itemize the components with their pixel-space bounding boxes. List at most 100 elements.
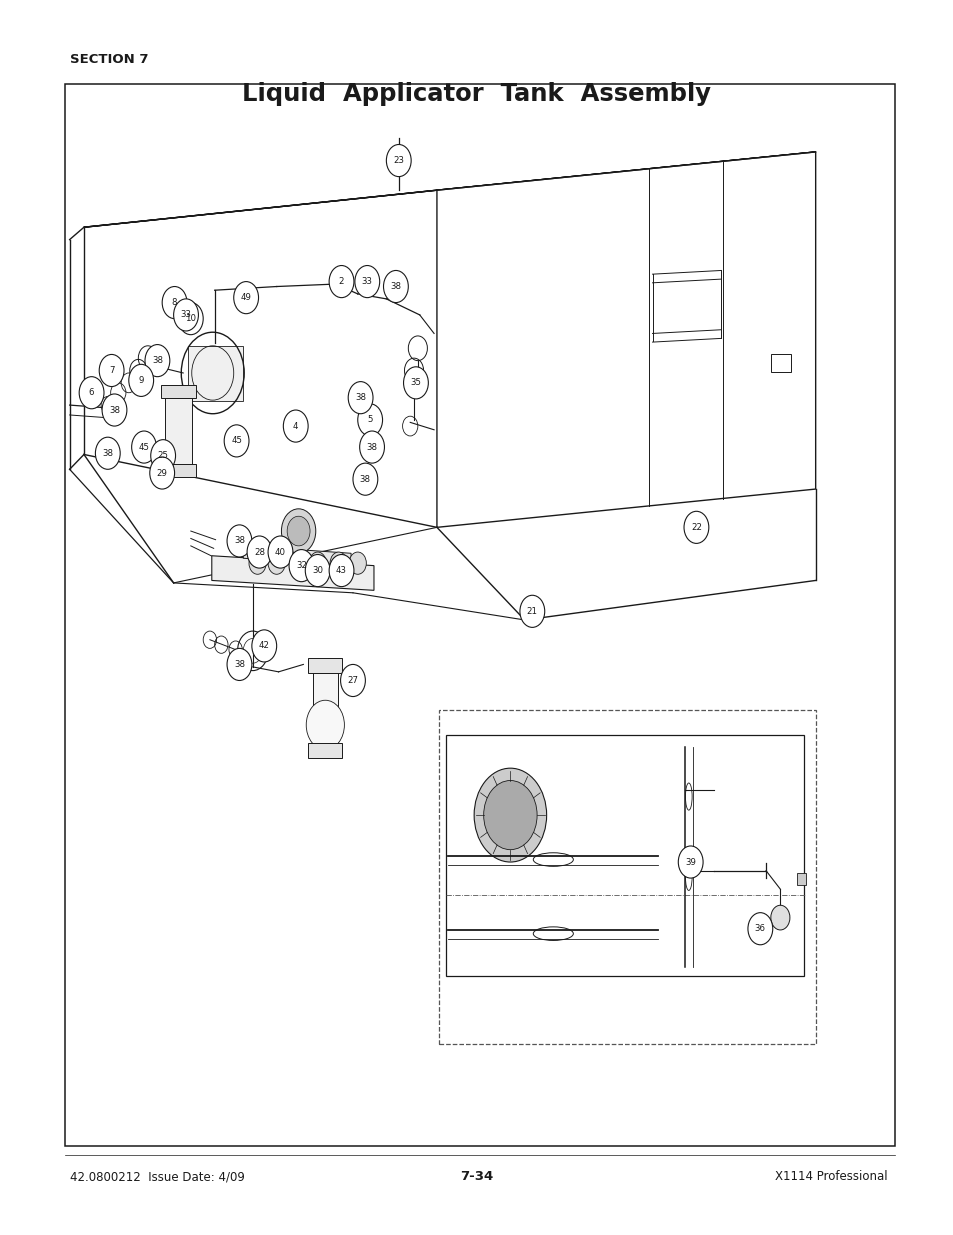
- Text: 6: 6: [89, 388, 94, 398]
- Text: 38: 38: [390, 282, 401, 291]
- Text: 39: 39: [684, 857, 696, 867]
- Text: 42-0800400: 42-0800400: [755, 1026, 809, 1035]
- Text: 8: 8: [172, 298, 177, 308]
- Text: 7: 7: [109, 366, 114, 375]
- Circle shape: [306, 700, 344, 750]
- Circle shape: [474, 768, 546, 862]
- Circle shape: [173, 299, 198, 331]
- Text: 23: 23: [393, 156, 404, 165]
- Circle shape: [359, 431, 384, 463]
- Circle shape: [252, 630, 276, 662]
- Text: 5: 5: [367, 415, 373, 425]
- Circle shape: [330, 552, 347, 574]
- Circle shape: [357, 404, 382, 436]
- Bar: [308, 658, 342, 673]
- Text: 33: 33: [361, 277, 373, 287]
- Text: 49: 49: [240, 293, 252, 303]
- Text: 38: 38: [152, 356, 163, 366]
- Circle shape: [309, 552, 326, 574]
- Circle shape: [268, 536, 293, 568]
- Text: 4: 4: [293, 421, 298, 431]
- Text: 42: 42: [258, 641, 270, 651]
- Circle shape: [132, 431, 156, 463]
- Text: 42.0800212  Issue Date: 4/09: 42.0800212 Issue Date: 4/09: [70, 1171, 244, 1183]
- Text: 32: 32: [295, 561, 307, 571]
- Circle shape: [348, 382, 373, 414]
- Circle shape: [151, 440, 175, 472]
- Text: 45: 45: [138, 442, 150, 452]
- Circle shape: [383, 270, 408, 303]
- Text: 9: 9: [138, 375, 144, 385]
- Text: 21: 21: [526, 606, 537, 616]
- Circle shape: [178, 303, 203, 335]
- Circle shape: [224, 425, 249, 457]
- Text: 27: 27: [347, 676, 358, 685]
- Circle shape: [353, 463, 377, 495]
- Circle shape: [249, 552, 266, 574]
- Text: 22: 22: [690, 522, 701, 532]
- Circle shape: [150, 457, 174, 489]
- Bar: [446, 735, 803, 976]
- Circle shape: [268, 552, 285, 574]
- Circle shape: [289, 550, 314, 582]
- Bar: [438, 710, 815, 1044]
- Text: 38: 38: [355, 393, 366, 403]
- Polygon shape: [243, 546, 351, 566]
- Text: 40: 40: [274, 547, 286, 557]
- Circle shape: [349, 552, 366, 574]
- Circle shape: [403, 367, 428, 399]
- Circle shape: [305, 555, 330, 587]
- Text: 38: 38: [102, 448, 113, 458]
- Bar: [161, 385, 195, 398]
- Bar: [308, 743, 342, 758]
- Circle shape: [747, 913, 772, 945]
- Circle shape: [129, 364, 153, 396]
- Text: 45: 45: [231, 436, 242, 446]
- Text: 38: 38: [233, 536, 245, 546]
- Circle shape: [519, 595, 544, 627]
- Polygon shape: [188, 346, 243, 401]
- Text: 38: 38: [109, 405, 120, 415]
- Circle shape: [355, 266, 379, 298]
- Bar: [313, 673, 337, 750]
- Text: 7-34: 7-34: [460, 1171, 493, 1183]
- Text: Liquid  Applicator  Tank  Assembly: Liquid Applicator Tank Assembly: [242, 82, 711, 105]
- Circle shape: [281, 509, 315, 553]
- Circle shape: [291, 552, 308, 574]
- Circle shape: [678, 846, 702, 878]
- Text: 35: 35: [410, 378, 421, 388]
- Circle shape: [233, 282, 258, 314]
- Bar: [796, 873, 805, 885]
- Polygon shape: [436, 152, 815, 527]
- Text: 25: 25: [157, 451, 169, 461]
- Circle shape: [79, 377, 104, 409]
- Circle shape: [283, 410, 308, 442]
- Circle shape: [247, 536, 272, 568]
- Text: 10: 10: [185, 314, 196, 324]
- Bar: [161, 464, 195, 477]
- Circle shape: [340, 664, 365, 697]
- Text: 36: 36: [754, 924, 765, 934]
- Circle shape: [329, 266, 354, 298]
- Text: 43: 43: [335, 566, 347, 576]
- Circle shape: [227, 525, 252, 557]
- Bar: [770, 354, 790, 372]
- Circle shape: [95, 437, 120, 469]
- Circle shape: [287, 516, 310, 546]
- Polygon shape: [212, 556, 374, 590]
- Text: X1114 Professional: X1114 Professional: [774, 1171, 886, 1183]
- Circle shape: [145, 345, 170, 377]
- Text: SECTION 7: SECTION 7: [70, 53, 148, 67]
- Text: 38: 38: [359, 474, 371, 484]
- Text: 29: 29: [156, 468, 168, 478]
- Bar: [165, 398, 192, 469]
- Text: 2: 2: [338, 277, 344, 287]
- Text: 38: 38: [233, 659, 245, 669]
- Circle shape: [386, 144, 411, 177]
- Bar: [65, 84, 894, 1146]
- Circle shape: [683, 511, 708, 543]
- Circle shape: [99, 354, 124, 387]
- Text: 28: 28: [253, 547, 265, 557]
- Circle shape: [227, 648, 252, 680]
- Text: 38: 38: [366, 442, 377, 452]
